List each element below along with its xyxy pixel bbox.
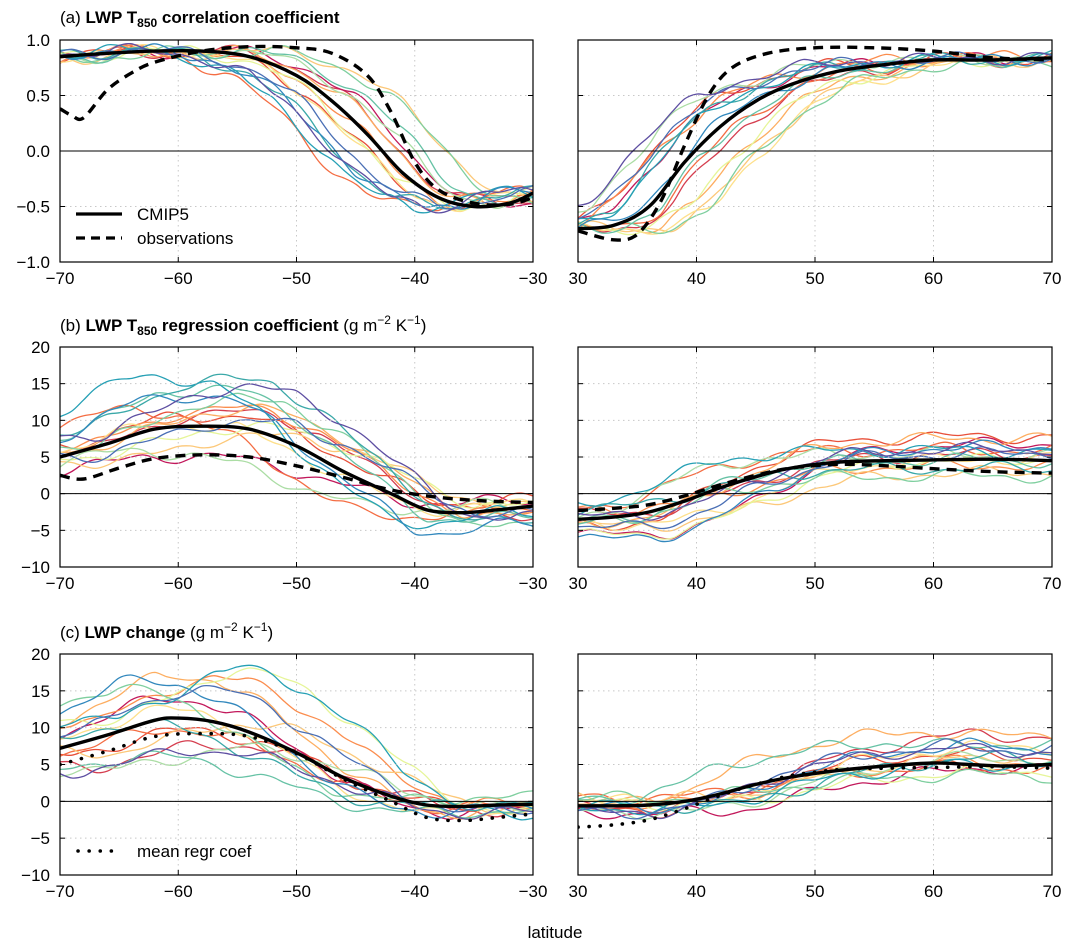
x-tick-label: 40 (687, 882, 706, 901)
y-tick-label: 20 (31, 338, 50, 357)
model-line-11 (60, 392, 533, 528)
x-tick-label: 50 (806, 882, 825, 901)
model-line-7 (60, 432, 533, 508)
x-tick-label: 60 (924, 882, 943, 901)
series-cmip5-c-north (578, 761, 1052, 808)
model-line-17 (578, 742, 1052, 820)
series-cmip5-b-south (60, 424, 533, 515)
x-tick-label: −40 (400, 269, 429, 288)
x-tick-label: 40 (687, 574, 706, 593)
panel-c-title: (c) LWP change (g m−2 K−1) (60, 620, 273, 642)
model-line-16 (578, 446, 1052, 530)
x-tick-label: −70 (46, 574, 75, 593)
x-tick-label: −40 (400, 574, 429, 593)
legend-panel-a: CMIP5 observations (76, 205, 233, 248)
model-line-17 (60, 383, 533, 521)
series-observations-a-south (60, 44, 533, 207)
panel-a-title: (a) LWP T850 correlation coefficient (60, 8, 340, 30)
legend-cmip5-label: CMIP5 (137, 205, 189, 224)
model-line-3 (578, 431, 1052, 531)
x-tick-label: 50 (806, 574, 825, 593)
y-tick-label: −5 (31, 829, 50, 848)
series-cmip5-b-north (578, 457, 1052, 521)
series-observations-b-north (578, 462, 1052, 513)
x-tick-label: 30 (569, 574, 588, 593)
x-tick-label: 40 (687, 269, 706, 288)
x-tick-label: 70 (1043, 882, 1062, 901)
y-tick-label: 0.5 (26, 87, 50, 106)
x-tick-label: −50 (282, 882, 311, 901)
y-tick-label: −10 (21, 866, 50, 885)
x-tick-label: 30 (569, 882, 588, 901)
model-line-14 (60, 664, 533, 821)
model-line-7 (578, 464, 1052, 532)
x-tick-label: −50 (282, 574, 311, 593)
x-tick-label: −70 (46, 269, 75, 288)
y-tick-label: 1.0 (26, 31, 50, 50)
x-tick-label: 30 (569, 269, 588, 288)
model-line-8 (60, 44, 533, 213)
y-tick-label: 0 (41, 792, 50, 811)
mean-series-layer (59, 39, 1053, 876)
x-tick-label: 70 (1043, 574, 1062, 593)
y-tick-label: −5 (31, 521, 50, 540)
x-axis-label: latitude (528, 923, 583, 942)
y-tick-label: 0.0 (26, 142, 50, 161)
y-tick-label: −0.5 (16, 198, 50, 217)
x-tick-label: 70 (1043, 269, 1062, 288)
legend-panel-c: mean regr coef (76, 842, 252, 861)
x-tick-label: 60 (924, 269, 943, 288)
y-tick-label: 5 (41, 756, 50, 775)
model-line-6 (60, 671, 533, 820)
model-line-15 (60, 674, 533, 819)
x-tick-label: 50 (806, 269, 825, 288)
axis-text-layer: −70 −60 −50 −40 −30−1.0−0.50.00.51.030 40 50 60… (16, 31, 1061, 901)
model-line-17 (578, 441, 1052, 521)
x-tick-label: −30 (519, 269, 548, 288)
x-tick-label: −60 (164, 574, 193, 593)
y-tick-label: 10 (31, 411, 50, 430)
series-cmip5-a-north (578, 56, 1052, 231)
legend-observations-label: observations (137, 229, 233, 248)
series-observations-a-north (578, 45, 1052, 242)
model-line-10 (60, 447, 533, 516)
x-tick-label: −40 (400, 882, 429, 901)
x-tick-label: −30 (519, 574, 548, 593)
y-tick-label: 20 (31, 645, 50, 664)
x-tick-label: −50 (282, 269, 311, 288)
model-line-9 (60, 421, 533, 509)
model-line-13 (60, 373, 533, 524)
x-tick-label: −60 (164, 882, 193, 901)
x-tick-label: 60 (924, 574, 943, 593)
model-line-6 (578, 431, 1052, 529)
grid-layer (59, 39, 1053, 876)
y-tick-label: 10 (31, 719, 50, 738)
y-tick-label: −1.0 (16, 253, 50, 272)
series-mean-regr-coef-c-north (578, 764, 1052, 829)
model-line-12 (60, 384, 533, 523)
series-cmip5-a-south (60, 48, 533, 209)
model-line-12 (60, 750, 533, 819)
model-line-17 (60, 42, 533, 214)
y-tick-label: 5 (41, 448, 50, 467)
x-tick-label: −30 (519, 882, 548, 901)
y-tick-label: 15 (31, 682, 50, 701)
model-line-10 (578, 750, 1052, 821)
x-tick-label: −70 (46, 882, 75, 901)
model-line-13 (578, 49, 1052, 225)
legend-mean-regr-label: mean regr coef (137, 842, 252, 861)
y-tick-label: 0 (41, 485, 50, 504)
x-tick-label: −60 (164, 269, 193, 288)
model-ensemble-layer (60, 42, 1052, 821)
model-line-7 (60, 722, 533, 814)
panel-b-title: (b) LWP T850 regression coefficient (g m… (60, 313, 426, 338)
y-tick-label: 15 (31, 375, 50, 394)
series-observations-b-south (60, 453, 533, 505)
model-line-16 (578, 738, 1052, 820)
y-tick-label: −10 (21, 558, 50, 577)
